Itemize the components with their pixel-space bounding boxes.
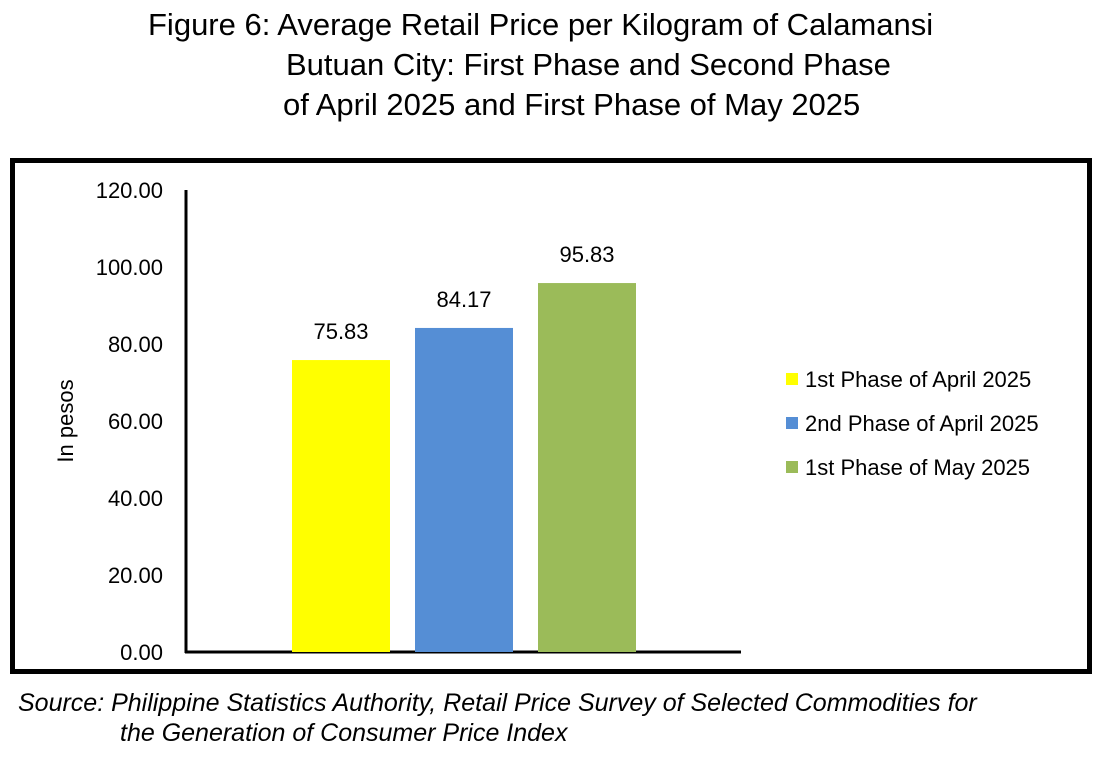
legend-entry: 1st Phase of May 2025 (805, 455, 1030, 480)
legend-entry: 2nd Phase of April 2025 (805, 411, 1039, 436)
bar (292, 360, 390, 652)
y-axis-label: In pesos (53, 379, 78, 462)
bars: 75.83 84.17 95.83 (292, 242, 636, 652)
legend-swatch (786, 373, 798, 385)
data-label: 95.83 (559, 242, 614, 267)
y-tick-label: 120.00 (96, 178, 163, 203)
y-tick-label: 60.00 (108, 409, 163, 434)
y-tick-label: 100.00 (96, 255, 163, 280)
legend-entry: 1st Phase of April 2025 (805, 367, 1031, 392)
y-tick-label: 40.00 (108, 486, 163, 511)
source-line-1: Source: Philippine Statistics Authority,… (18, 689, 977, 717)
chart-title-line-1: Figure 6: Average Retail Price per Kilog… (148, 7, 934, 42)
legend-swatch (786, 461, 798, 473)
chart-title-line-3: of April 2025 and First Phase of May 202… (283, 87, 861, 122)
legend-swatch (786, 417, 798, 429)
legend: 1st Phase of April 2025 2nd Phase of Apri… (786, 367, 1039, 480)
y-axis: 0.00 20.00 40.00 60.00 80.00 100.00 120.00 In p… (53, 178, 741, 665)
source-line-2: the Generation of Consumer Price Index (120, 719, 568, 747)
chart-title-line-2: Butuan City: First Phase and Second Phas… (286, 47, 891, 82)
bar (538, 283, 636, 652)
data-label: 75.83 (313, 319, 368, 344)
source-note: Source: Philippine Statistics Authority,… (18, 688, 1103, 748)
y-tick-label: 0.00 (120, 640, 163, 665)
y-tick-label: 80.00 (108, 332, 163, 357)
y-tick-label: 20.00 (108, 563, 163, 588)
bar (415, 327, 513, 652)
data-label: 84.17 (436, 287, 491, 312)
